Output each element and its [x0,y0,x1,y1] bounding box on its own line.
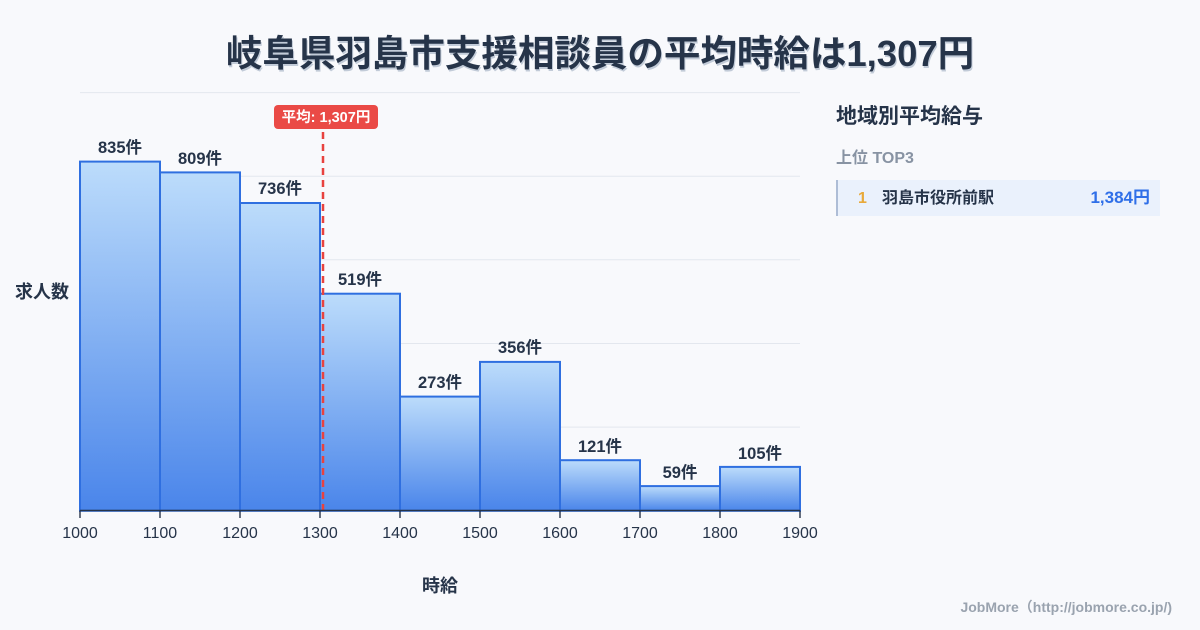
svg-text:JobMore（http://jobmore.co.jp/): JobMore（http://jobmore.co.jp/) [960,599,1172,615]
svg-text:835件: 835件 [98,138,142,157]
svg-text:1500: 1500 [462,525,498,542]
svg-text:1600: 1600 [542,525,578,542]
svg-text:519件: 519件 [338,270,382,289]
svg-text:59件: 59件 [663,463,698,482]
svg-text:121件: 121件 [578,437,622,456]
svg-text:105件: 105件 [738,444,782,463]
svg-text:1000: 1000 [62,525,98,542]
svg-text:求人数: 求人数 [15,281,69,302]
svg-text:356件: 356件 [498,338,542,357]
svg-text:上位 TOP3: 上位 TOP3 [836,149,914,167]
svg-text:1,384円: 1,384円 [1090,188,1150,207]
svg-text:1400: 1400 [382,525,418,542]
svg-text:地域別平均給与: 地域別平均給与 [836,105,983,128]
svg-text:1900: 1900 [782,525,818,542]
svg-text:1100: 1100 [143,525,178,542]
svg-text:平均: 1,307円: 平均: 1,307円 [282,108,371,126]
svg-text:1300: 1300 [302,525,338,542]
svg-text:1: 1 [858,190,867,207]
svg-text:1200: 1200 [222,525,258,542]
svg-text:273件: 273件 [418,373,462,392]
svg-text:736件: 736件 [258,179,302,198]
svg-text:809件: 809件 [178,149,222,168]
svg-text:1800: 1800 [702,525,738,542]
svg-text:羽島市役所前駅: 羽島市役所前駅 [882,188,994,207]
svg-text:時給: 時給 [422,576,458,596]
svg-text:1700: 1700 [622,525,658,542]
